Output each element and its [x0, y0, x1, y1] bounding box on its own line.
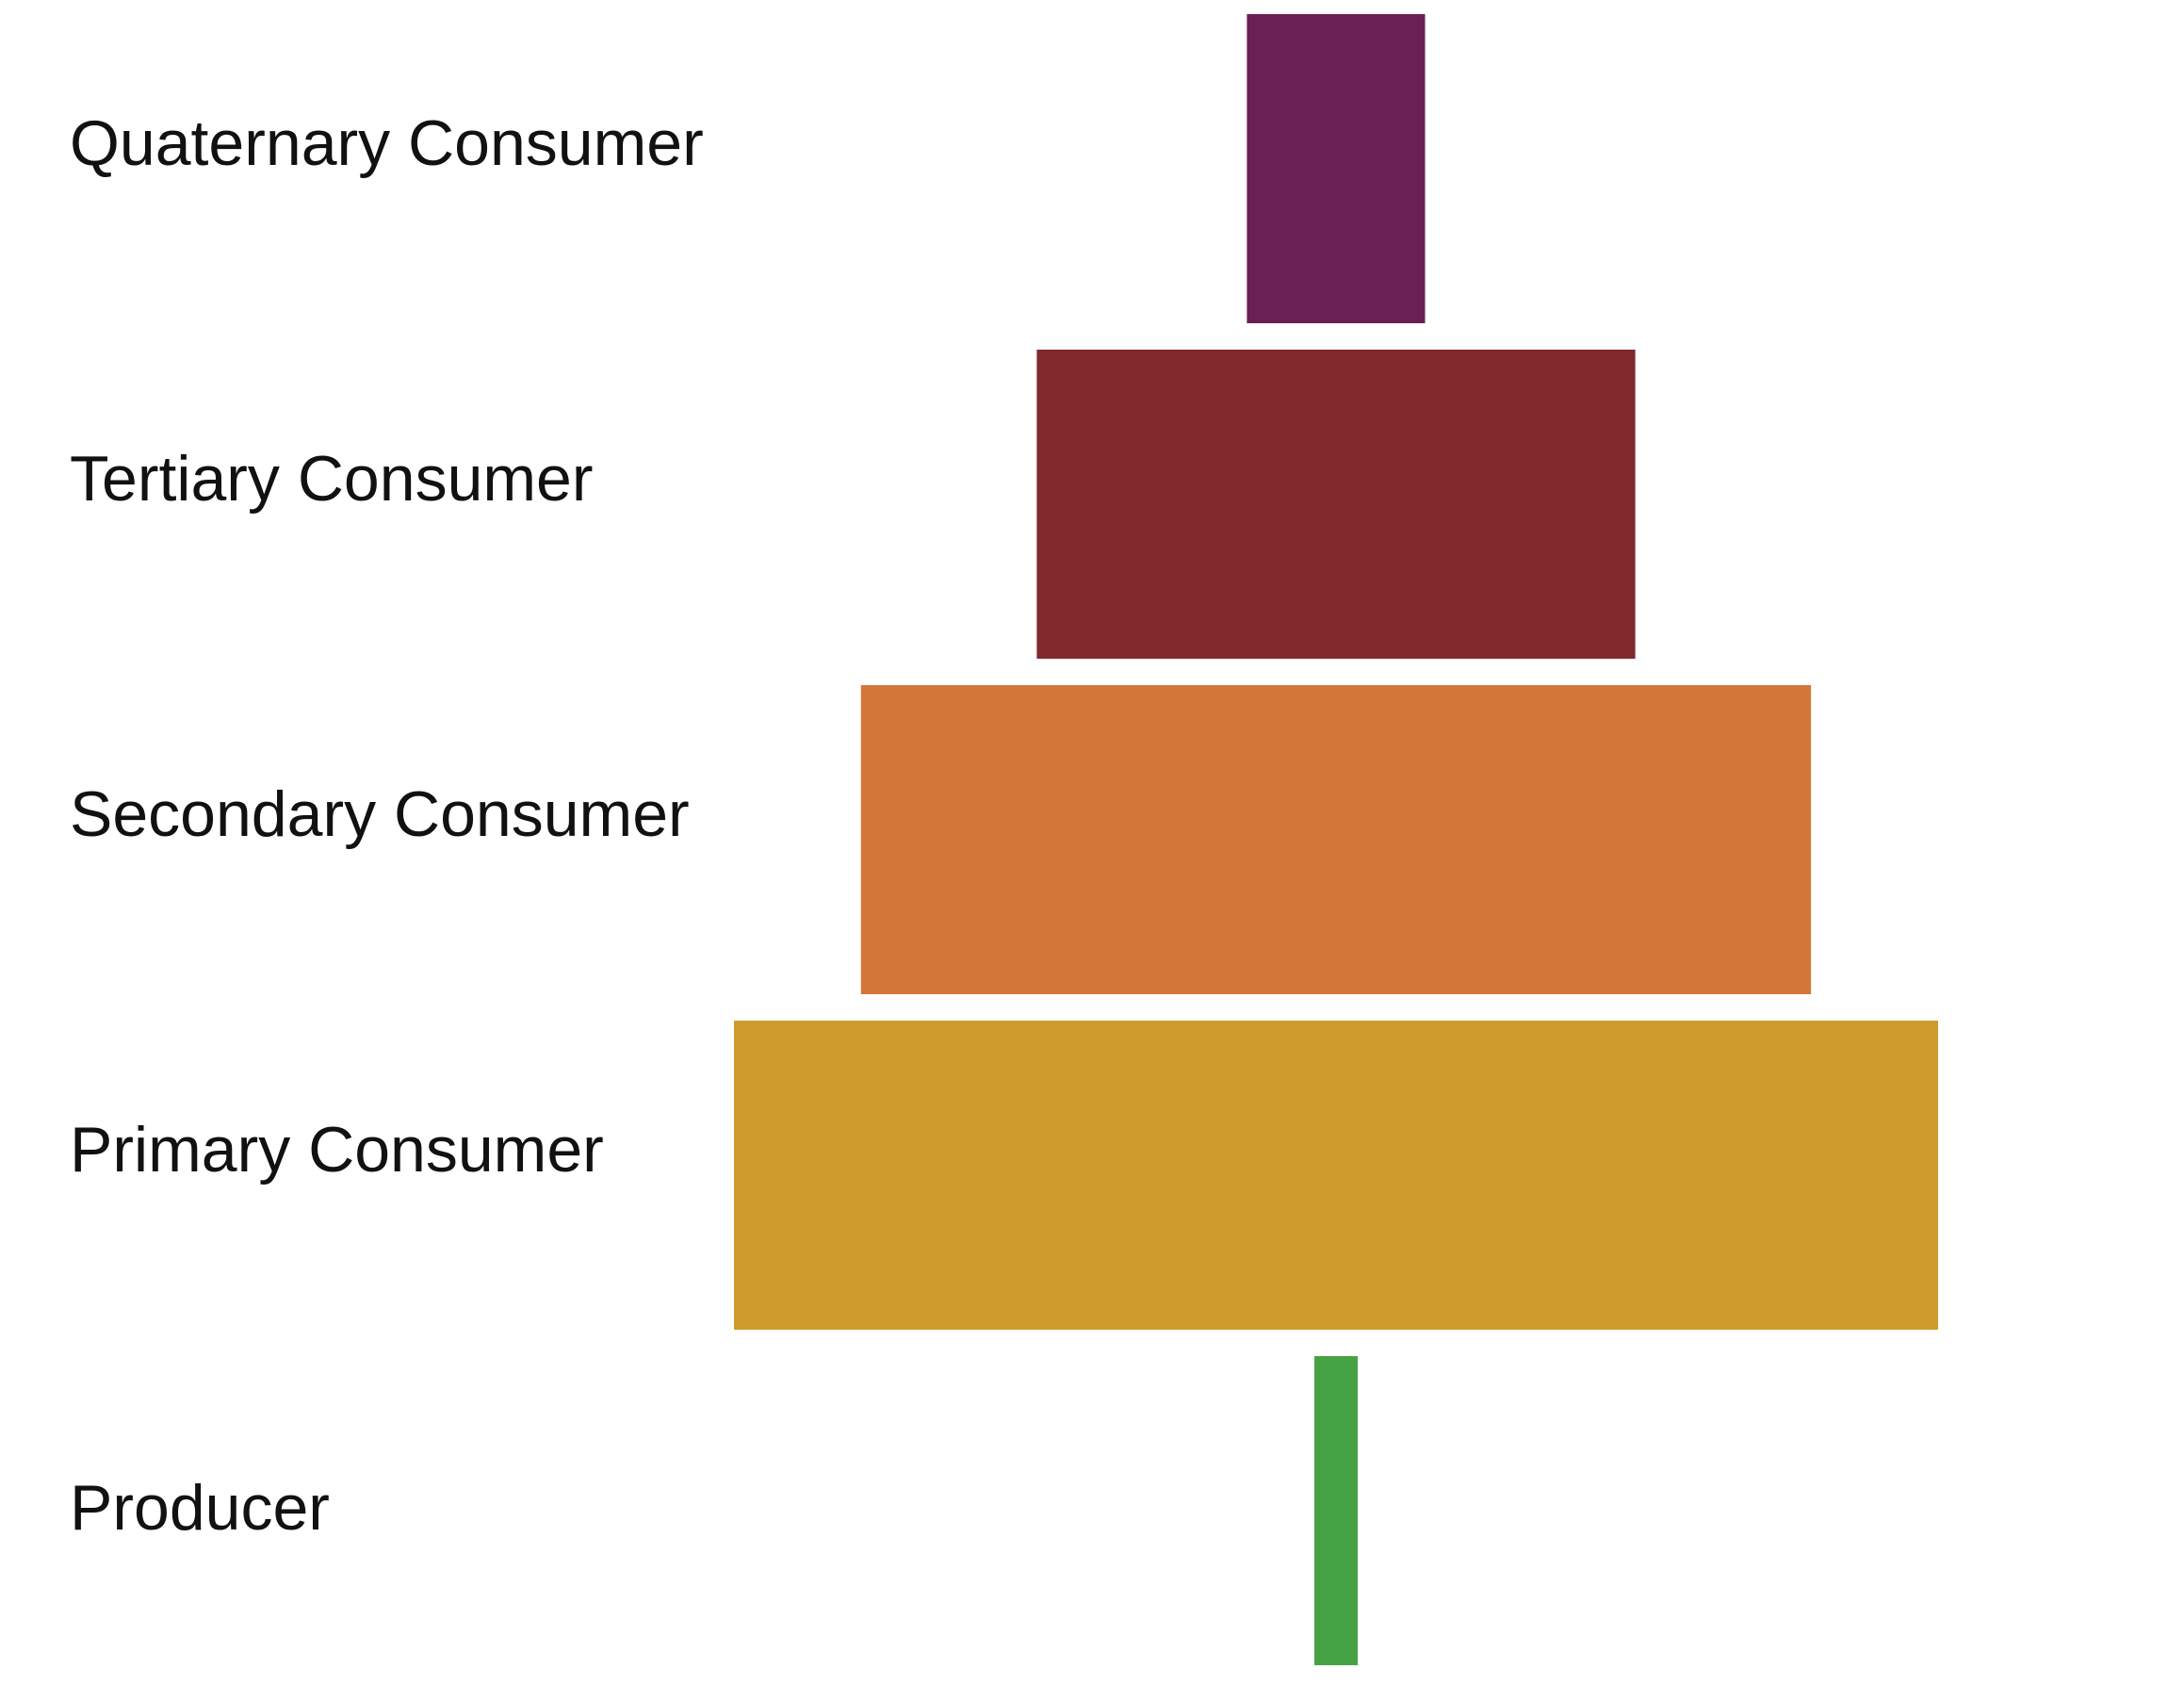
- pyramid-labels: Quaternary Consumer Tertiary Consumer Seco…: [70, 107, 704, 1544]
- bar-quaternary-consumer: [1247, 14, 1426, 323]
- bar-producer: [1314, 1356, 1358, 1665]
- bar-tertiary-consumer: [1036, 350, 1636, 659]
- label-primary-consumer: Primary Consumer: [70, 1114, 604, 1186]
- bar-secondary-consumer: [860, 685, 1812, 994]
- label-producer: Producer: [70, 1472, 330, 1544]
- pyramid-bars: [734, 14, 1938, 1665]
- bar-primary-consumer: [734, 1021, 1938, 1330]
- label-secondary-consumer: Secondary Consumer: [70, 778, 690, 850]
- label-quaternary-consumer: Quaternary Consumer: [70, 107, 704, 179]
- label-tertiary-consumer: Tertiary Consumer: [70, 443, 594, 515]
